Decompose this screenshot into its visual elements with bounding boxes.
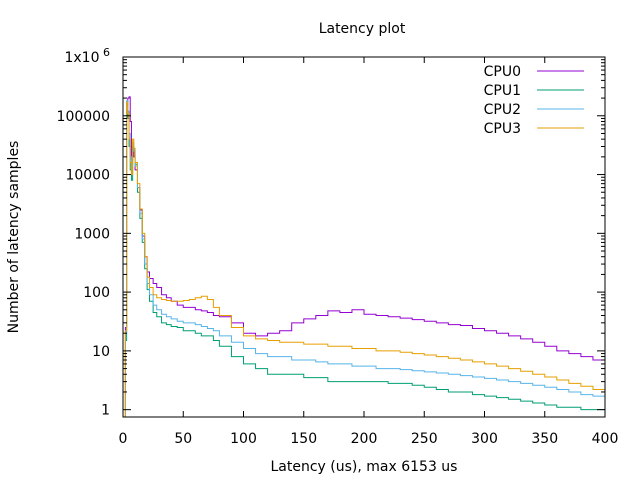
legend-label: CPU0 <box>484 64 521 80</box>
series-cpu3-line <box>123 101 605 417</box>
y-tick-exponent: 6 <box>100 46 111 59</box>
plot-frame <box>122 56 606 418</box>
y-tick-label: 1x10 6 <box>64 46 110 66</box>
x-tick-label: 400 <box>592 431 619 447</box>
series-cpu0-line <box>123 96 605 417</box>
y-tick-label: 10000 <box>65 168 110 184</box>
legend-label: CPU2 <box>484 102 521 118</box>
plot-area <box>123 96 605 417</box>
y-tick-label: 100000 <box>57 109 110 125</box>
x-tick-label: 0 <box>119 431 128 447</box>
legend: CPU0 CPU1 CPU2 CPU3 <box>484 64 584 137</box>
x-tick-label: 200 <box>351 431 378 447</box>
legend-label: CPU3 <box>484 121 521 137</box>
series-cpu2-line <box>123 100 605 417</box>
axes: 0 50 100 150 200 250 300 350 400 1x10 6 100000 1000… <box>57 46 619 447</box>
y-axis-label: Number of latency samples <box>6 141 22 334</box>
legend-label: CPU1 <box>484 83 521 99</box>
x-tick-label: 50 <box>174 431 192 447</box>
x-tick-label: 150 <box>290 431 317 447</box>
x-tick-label: 250 <box>411 431 438 447</box>
y-tick-base: 1x10 <box>64 50 99 66</box>
y-tick-label: 10 <box>92 344 110 360</box>
x-tick-label: 100 <box>230 431 257 447</box>
y-tick-label: 1000 <box>74 226 110 242</box>
y-tick-label: 100 <box>83 285 110 301</box>
y-tick-label: 1 <box>101 403 110 419</box>
x-axis-label: Latency (us), max 6153 us <box>271 459 458 475</box>
x-tick-label: 300 <box>471 431 498 447</box>
x-tick-label: 350 <box>531 431 558 447</box>
chart-title: Latency plot <box>319 21 406 37</box>
